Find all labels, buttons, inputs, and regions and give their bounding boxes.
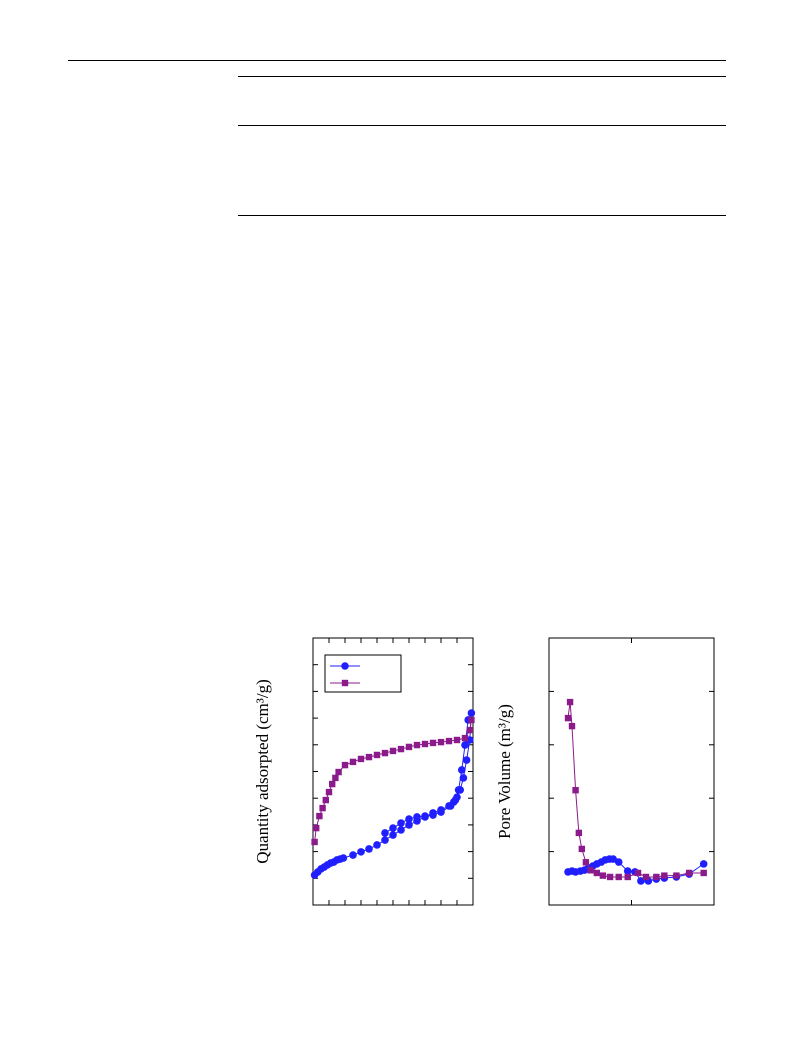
marker — [339, 854, 348, 862]
marker — [389, 747, 397, 755]
marker — [322, 796, 329, 804]
marker — [421, 740, 429, 748]
marker — [661, 872, 668, 879]
table-rule — [238, 215, 726, 216]
marker — [332, 774, 339, 782]
marker — [413, 741, 421, 749]
marker — [451, 796, 460, 804]
marker — [437, 738, 445, 746]
marker — [373, 751, 381, 759]
marker — [459, 774, 468, 782]
marker — [582, 859, 590, 866]
marker — [311, 838, 318, 846]
marker — [389, 831, 397, 839]
marker — [381, 829, 389, 837]
marker — [593, 869, 601, 877]
marker — [462, 756, 471, 764]
marker — [653, 873, 660, 881]
marker — [458, 766, 466, 774]
marker — [599, 872, 607, 879]
marker — [313, 824, 320, 832]
marker — [397, 819, 405, 827]
marker — [699, 860, 708, 868]
table-rule — [238, 76, 726, 77]
marker — [642, 873, 650, 881]
marker — [637, 877, 645, 885]
marker — [445, 737, 453, 745]
marker — [685, 869, 693, 877]
marker — [453, 736, 461, 744]
marker — [349, 758, 357, 766]
marker — [564, 714, 572, 722]
legend-frame — [324, 654, 402, 693]
marker — [381, 749, 389, 757]
marker — [566, 698, 574, 706]
marker — [365, 753, 373, 761]
marker — [373, 841, 381, 849]
marker — [578, 845, 586, 853]
marker — [335, 768, 342, 776]
marker — [587, 867, 594, 874]
y-axis-label: Quantity adsorpted (cm³/g) — [253, 679, 272, 864]
marker — [405, 815, 413, 823]
marker — [389, 824, 397, 832]
plot-frame — [548, 637, 715, 906]
marker — [446, 802, 455, 810]
marker — [461, 741, 469, 749]
marker — [623, 867, 632, 875]
marker — [405, 821, 413, 829]
legend-marker — [341, 679, 349, 687]
marker — [437, 808, 445, 816]
marker — [572, 786, 579, 794]
marker — [461, 734, 469, 742]
marker — [349, 851, 357, 859]
marker — [468, 716, 475, 724]
marker — [454, 786, 463, 794]
marker — [429, 739, 437, 747]
marker — [429, 811, 437, 819]
marker — [700, 869, 707, 877]
marker — [357, 848, 365, 856]
marker — [413, 813, 421, 821]
marker — [624, 873, 631, 881]
y-axis-label: Pore Volume (m³/g) — [495, 704, 514, 839]
marker — [341, 761, 349, 769]
marker — [575, 829, 583, 837]
marker — [421, 812, 429, 820]
marker — [673, 872, 680, 879]
marker — [325, 788, 333, 796]
legend-marker — [341, 662, 349, 670]
marker — [319, 804, 326, 812]
marker — [357, 755, 365, 763]
marker — [614, 858, 623, 866]
marker — [466, 726, 473, 734]
marker — [397, 826, 405, 834]
marker — [467, 709, 476, 717]
marker — [568, 722, 576, 730]
marker — [397, 745, 405, 753]
marker — [329, 780, 336, 788]
marker — [634, 869, 642, 877]
table-rule — [238, 125, 726, 126]
series-line — [314, 712, 472, 876]
series-line — [567, 702, 704, 878]
marker — [381, 836, 389, 844]
marker — [615, 873, 622, 881]
marker — [316, 812, 323, 820]
header-rule — [68, 60, 726, 61]
marker — [365, 845, 373, 853]
marker — [606, 873, 614, 881]
marker — [405, 743, 413, 751]
